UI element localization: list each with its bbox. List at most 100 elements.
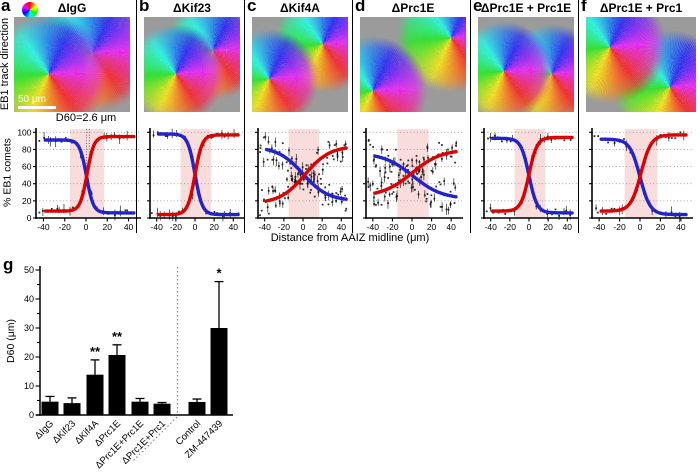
svg-text:0: 0: [527, 222, 532, 232]
svg-text:20: 20: [209, 222, 219, 232]
direction-color-wheel-icon: [22, 2, 38, 18]
bar-4: [131, 401, 149, 415]
red-sigmoid-curve: [599, 133, 688, 213]
eb1-plot-b: -40 -20 0 20 40: [147, 126, 248, 239]
panel-c: c ΔKif4A -40 -20 0 20 40: [244, 0, 353, 250]
eb1-track-micrograph: [586, 17, 696, 112]
blue-sigmoid-curve: [264, 147, 348, 201]
panel-letter-e: e: [473, 0, 483, 15]
microtubule-aster: [478, 17, 572, 112]
svg-text:0: 0: [29, 410, 34, 420]
svg-text:20: 20: [656, 222, 666, 232]
svg-text:-20: -20: [170, 222, 183, 232]
svg-text:-20: -20: [504, 222, 517, 232]
line-plot-svg: -40 -20 0 20 40 0 20 40 60 80 100: [17, 127, 141, 232]
panel-title: ΔIgG: [57, 1, 87, 15]
svg-text:20: 20: [24, 352, 34, 362]
bar-5: [153, 403, 171, 415]
panel-title: ΔPrc1E + Prc1: [599, 1, 683, 15]
bar-2: [86, 374, 104, 415]
svg-text:-40: -40: [151, 222, 164, 232]
svg-text:0: 0: [27, 213, 32, 223]
eb1-plot-d: -40 -20 0 20 40: [363, 126, 466, 239]
panel-letter-c: c: [247, 0, 257, 15]
panel-divider: [244, 0, 245, 233]
blue-sigmoid-curve: [599, 137, 688, 217]
svg-text:-40: -40: [259, 222, 272, 232]
svg-text:40: 40: [337, 222, 347, 232]
svg-text:40: 40: [446, 222, 456, 232]
panel-title: ΔKif4A: [280, 1, 320, 15]
microtubule-aster: [144, 17, 240, 112]
svg-text:80: 80: [22, 144, 32, 154]
svg-text:-40: -40: [485, 222, 498, 232]
svg-text:0: 0: [410, 222, 415, 232]
svg-text:-20: -20: [278, 222, 291, 232]
panel-title: ΔPrc1E: [391, 1, 435, 15]
svg-text:0: 0: [84, 222, 89, 232]
svg-text:40: 40: [124, 222, 134, 232]
svg-text:40: 40: [563, 222, 573, 232]
line-plot-svg: -40 -20 0 20 40: [147, 128, 245, 232]
svg-text:100: 100: [17, 127, 31, 137]
eb1-track-micrograph: [478, 17, 574, 112]
panel-a: a ΔIgG EB1 track direction 50 μm D60=2.6…: [0, 0, 141, 250]
plots-y-axis-label: % EB1 comets: [1, 138, 14, 207]
blue-sigmoid-curve: [373, 154, 458, 199]
significance-marker: *: [216, 266, 222, 281]
eb1-plot-a: -40 -20 0 20 40 0 20 40 60 80 100: [14, 126, 144, 239]
panel-letter-g: g: [3, 255, 14, 274]
row-label: EB1 track direction: [0, 17, 11, 111]
svg-text:D60 (μm): D60 (μm): [5, 319, 17, 363]
red-sigmoid-curve: [156, 133, 240, 217]
panel-divider: [352, 0, 353, 233]
panel-letter-a: a: [1, 0, 11, 15]
svg-text:-40: -40: [37, 222, 50, 232]
panel-d: d ΔPrc1E -40 -20 0 20 40: [352, 0, 470, 250]
svg-text:0: 0: [301, 222, 306, 232]
svg-text:20: 20: [427, 222, 437, 232]
eb1-track-micrograph: [252, 17, 348, 112]
panel-divider: [136, 0, 137, 233]
svg-text:40: 40: [24, 294, 34, 304]
svg-text:0: 0: [193, 222, 198, 232]
line-plot-svg: -40 -20 0 20 40: [589, 128, 693, 232]
bar-1: [63, 403, 81, 415]
svg-text:40: 40: [22, 179, 32, 189]
svg-text:-20: -20: [386, 222, 399, 232]
svg-text:-20: -20: [613, 222, 626, 232]
red-sigmoid-curve: [373, 150, 458, 195]
svg-text:20: 20: [22, 196, 32, 206]
blue-sigmoid-curve: [490, 136, 574, 215]
eb1-track-micrograph: 50 μm: [14, 17, 130, 112]
red-sigmoid-curve: [43, 134, 136, 213]
red-sigmoid-curve: [490, 135, 574, 213]
panel-letter-b: b: [139, 0, 150, 15]
panel-title: ΔPrc1E + Prc1E: [480, 1, 572, 15]
line-plot-svg: -40 -20 0 20 40: [255, 128, 353, 232]
line-plot-svg: -40 -20 0 20 40: [363, 128, 463, 232]
svg-text:-40: -40: [593, 222, 606, 232]
svg-text:30: 30: [24, 323, 34, 333]
svg-text:20: 20: [103, 222, 113, 232]
bar-3: [108, 354, 126, 415]
blue-sigmoid-curve: [43, 138, 136, 215]
svg-text:0: 0: [638, 222, 643, 232]
eb1-plot-c: -40 -20 0 20 40: [255, 126, 356, 239]
bar-category-label: ΔKif23: [51, 418, 79, 446]
panel-title: ΔKif23: [173, 1, 211, 15]
panel-letter-f: f: [581, 0, 587, 15]
svg-text:40: 40: [676, 222, 686, 232]
scale-bar: [18, 106, 56, 109]
bar-6: [188, 401, 206, 415]
svg-text:10: 10: [24, 381, 34, 391]
bar-0: [41, 401, 59, 415]
panel-b: b ΔKif23 -40 -20 0 20 40: [136, 0, 245, 250]
scale-bar-label: 50 μm: [18, 94, 46, 105]
eb1-track-micrograph: [144, 17, 240, 112]
eb1-plot-f: -40 -20 0 20 40: [589, 126, 696, 239]
svg-text:20: 20: [317, 222, 327, 232]
line-plot-svg: -40 -20 0 20 40: [481, 128, 579, 232]
svg-text:50: 50: [24, 265, 34, 275]
